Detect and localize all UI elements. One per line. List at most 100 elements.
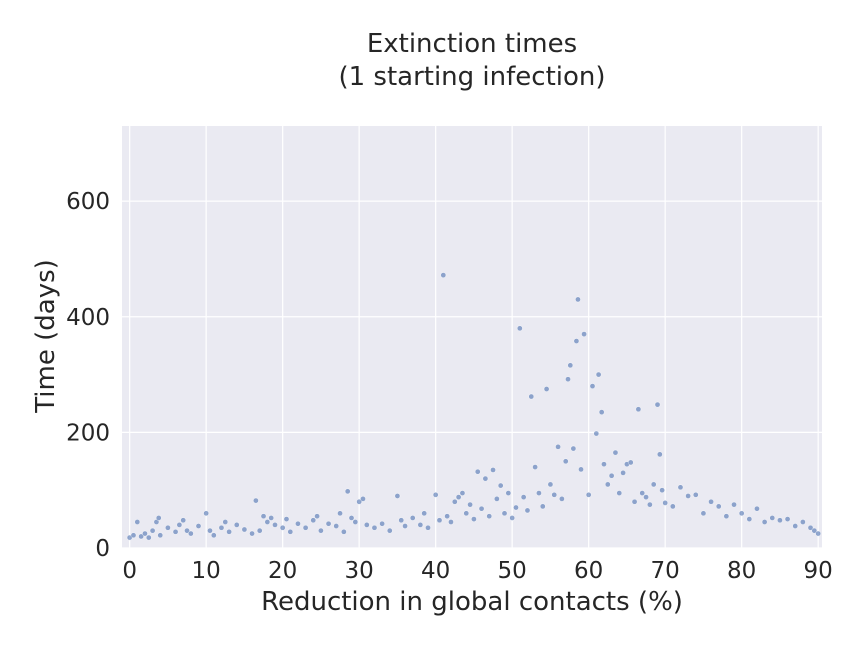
y-tick-label: 0 (95, 536, 110, 562)
data-point (149, 527, 156, 534)
x-tick-label: 10 (192, 558, 221, 584)
x-tick-label: 40 (421, 558, 450, 584)
data-point (497, 482, 504, 489)
data-point (478, 505, 485, 512)
data-point (283, 516, 290, 522)
data-point (218, 524, 225, 531)
x-axis-label: Reduction in global contacts (%) (261, 587, 683, 617)
data-point (570, 445, 577, 452)
data-point (811, 527, 818, 534)
data-point (595, 371, 602, 378)
data-point (318, 527, 324, 534)
data-point (344, 488, 351, 495)
data-point (256, 527, 263, 534)
data-point (195, 523, 202, 529)
data-point (662, 500, 668, 506)
data-point (165, 524, 171, 531)
data-point (754, 505, 760, 512)
data-point (555, 444, 561, 450)
data-point (490, 467, 496, 473)
data-point (620, 470, 626, 476)
data-point (578, 466, 584, 473)
data-point (639, 490, 646, 496)
data-point (520, 494, 527, 500)
data-point (253, 497, 259, 504)
data-point (436, 517, 443, 524)
data-point (494, 496, 500, 502)
data-point (659, 487, 665, 493)
data-point (448, 519, 454, 525)
data-point (543, 386, 550, 392)
y-tick-label: 400 (66, 305, 110, 331)
x-tick-label: 70 (651, 558, 680, 584)
data-point (249, 530, 255, 537)
data-point (455, 494, 462, 500)
x-tick-label: 20 (268, 558, 297, 584)
data-point (647, 501, 653, 508)
data-point (188, 530, 194, 537)
data-point (700, 510, 707, 517)
data-point (528, 393, 535, 400)
data-point (394, 493, 401, 499)
data-point (295, 520, 301, 527)
chart-title: Extinction times (366, 29, 578, 59)
chart-subtitle: (1 starting infection) (338, 62, 606, 92)
data-point (723, 513, 730, 520)
data-point (567, 362, 574, 369)
data-point (604, 481, 611, 488)
data-point (670, 503, 676, 510)
data-point (654, 401, 661, 408)
data-point (585, 492, 592, 498)
data-point (536, 490, 542, 496)
plot-area (122, 126, 822, 548)
data-point (398, 517, 405, 524)
data-point (314, 513, 320, 520)
data-point (425, 524, 431, 531)
data-point (402, 523, 408, 529)
grid-lines (122, 126, 822, 549)
data-point (731, 501, 737, 508)
data-point (241, 526, 248, 533)
data-point (800, 519, 806, 525)
data-point (268, 515, 274, 521)
data-point (180, 517, 187, 524)
y-tick-labels: 0 200 400 600 (66, 189, 110, 562)
x-tick-label: 30 (345, 558, 374, 584)
data-point (279, 524, 286, 531)
data-point (738, 510, 745, 517)
data-point (685, 493, 691, 499)
data-point (356, 498, 362, 505)
data-point (746, 516, 753, 522)
data-point (581, 331, 587, 337)
data-point (155, 515, 162, 521)
data-point (471, 516, 477, 522)
data-point (486, 513, 493, 520)
data-point (708, 498, 714, 505)
data-point (352, 519, 359, 525)
data-point (547, 481, 554, 488)
data-point (417, 522, 424, 528)
data-point (222, 519, 229, 525)
data-point (451, 498, 458, 505)
data-point (761, 519, 768, 525)
data-point (360, 496, 366, 502)
data-point (287, 529, 294, 535)
data-point (643, 494, 649, 500)
data-point (784, 516, 791, 522)
data-point (157, 532, 164, 539)
data-point (134, 519, 141, 525)
data-point (211, 532, 217, 539)
data-point (310, 517, 317, 524)
y-tick-label: 600 (66, 189, 110, 215)
data-point (203, 510, 209, 517)
data-point (612, 449, 619, 456)
data-points (126, 272, 821, 541)
data-point (260, 513, 267, 520)
data-point (509, 515, 515, 521)
data-point (348, 515, 355, 521)
data-point (562, 458, 569, 465)
y-axis-label: Time (days) (31, 259, 61, 414)
data-point (573, 338, 580, 344)
data-point (559, 496, 565, 502)
